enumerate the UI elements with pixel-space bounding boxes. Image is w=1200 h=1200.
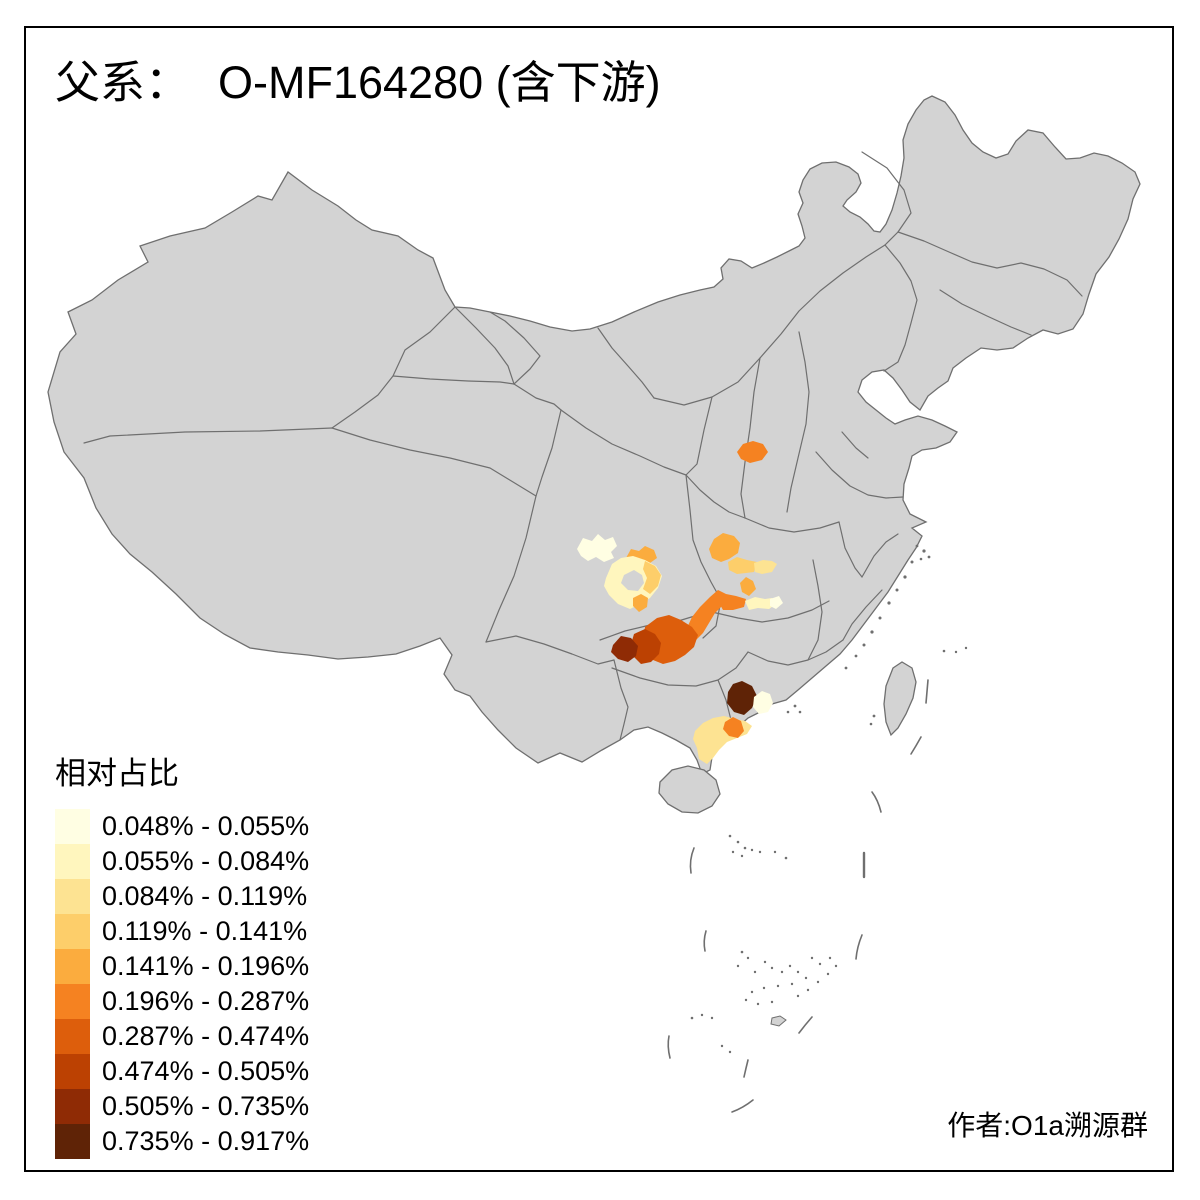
legend-row: 0.055% - 0.084% <box>55 844 309 879</box>
legend-label: 0.119% - 0.141% <box>102 916 308 946</box>
title-haplogroup: O-MF164280 (含下游) <box>218 57 661 108</box>
nine-dash-line <box>667 679 929 1113</box>
legend-row: 0.084% - 0.119% <box>55 879 309 914</box>
legend-swatch <box>55 844 90 879</box>
page-title: 父系： O-MF164280 (含下游) <box>55 58 661 108</box>
map-region <box>611 636 638 662</box>
legend-label: 0.141% - 0.196% <box>102 951 310 981</box>
highlighted-regions <box>577 441 783 764</box>
map-region <box>686 590 726 641</box>
legend-rows: 0.048% - 0.055% 0.055% - 0.084% 0.084% -… <box>55 809 309 1159</box>
legend-row: 0.141% - 0.196% <box>55 949 309 984</box>
legend-title: 相对占比 <box>55 756 179 791</box>
map-region <box>709 533 740 562</box>
legend-row: 0.505% - 0.735% <box>55 1089 309 1124</box>
legend-row: 0.735% - 0.917% <box>55 1124 309 1159</box>
taiwan-island <box>883 661 917 737</box>
spratly-main-island <box>770 1015 787 1027</box>
legend-label: 0.287% - 0.474% <box>102 1021 310 1051</box>
map-region <box>745 597 776 610</box>
small-islands <box>690 544 968 1054</box>
legend-swatch <box>55 1089 90 1124</box>
map-region <box>577 534 617 562</box>
map-region <box>737 441 768 463</box>
legend-swatch <box>55 879 90 914</box>
map-region <box>728 557 757 574</box>
map-region <box>753 691 773 714</box>
legend-swatch <box>55 1054 90 1089</box>
hainan-island <box>658 765 721 814</box>
legend-swatch <box>55 984 90 1019</box>
legend-row: 0.196% - 0.287% <box>55 984 309 1019</box>
legend-swatch <box>55 1019 90 1054</box>
legend-label: 0.735% - 0.917% <box>102 1126 310 1156</box>
author-credit: 作者:O1a溯源群 <box>947 1110 1148 1141</box>
legend-label: 0.474% - 0.505% <box>102 1056 310 1086</box>
legend-label: 0.196% - 0.287% <box>102 986 310 1016</box>
legend-swatch <box>55 809 90 844</box>
legend-swatch <box>55 1124 90 1159</box>
legend-row: 0.048% - 0.055% <box>55 809 309 844</box>
map-region <box>740 577 756 596</box>
province-borders <box>83 151 1083 741</box>
mainland-outline <box>47 95 1141 775</box>
map-region <box>718 594 746 610</box>
legend-label: 0.048% - 0.055% <box>102 811 310 841</box>
legend-row: 0.474% - 0.505% <box>55 1054 309 1089</box>
map-region <box>643 561 661 594</box>
legend-swatch <box>55 949 90 984</box>
legend: 相对占比 0.048% - 0.055% 0.055% - 0.084% 0.0… <box>55 748 309 1159</box>
title-prefix: 父系： <box>55 57 191 108</box>
mainland-landmass <box>47 95 1141 814</box>
map-region <box>727 681 757 715</box>
legend-swatch <box>55 914 90 949</box>
map-region <box>723 717 744 738</box>
legend-row: 0.119% - 0.141% <box>55 914 309 949</box>
map-region <box>633 594 648 612</box>
map-region <box>754 560 777 574</box>
map-region <box>631 629 661 664</box>
map-region <box>770 596 783 609</box>
legend-label: 0.505% - 0.735% <box>102 1091 310 1121</box>
legend-label: 0.055% - 0.084% <box>102 846 310 876</box>
legend-row: 0.287% - 0.474% <box>55 1019 309 1054</box>
legend-label: 0.084% - 0.119% <box>102 881 308 911</box>
